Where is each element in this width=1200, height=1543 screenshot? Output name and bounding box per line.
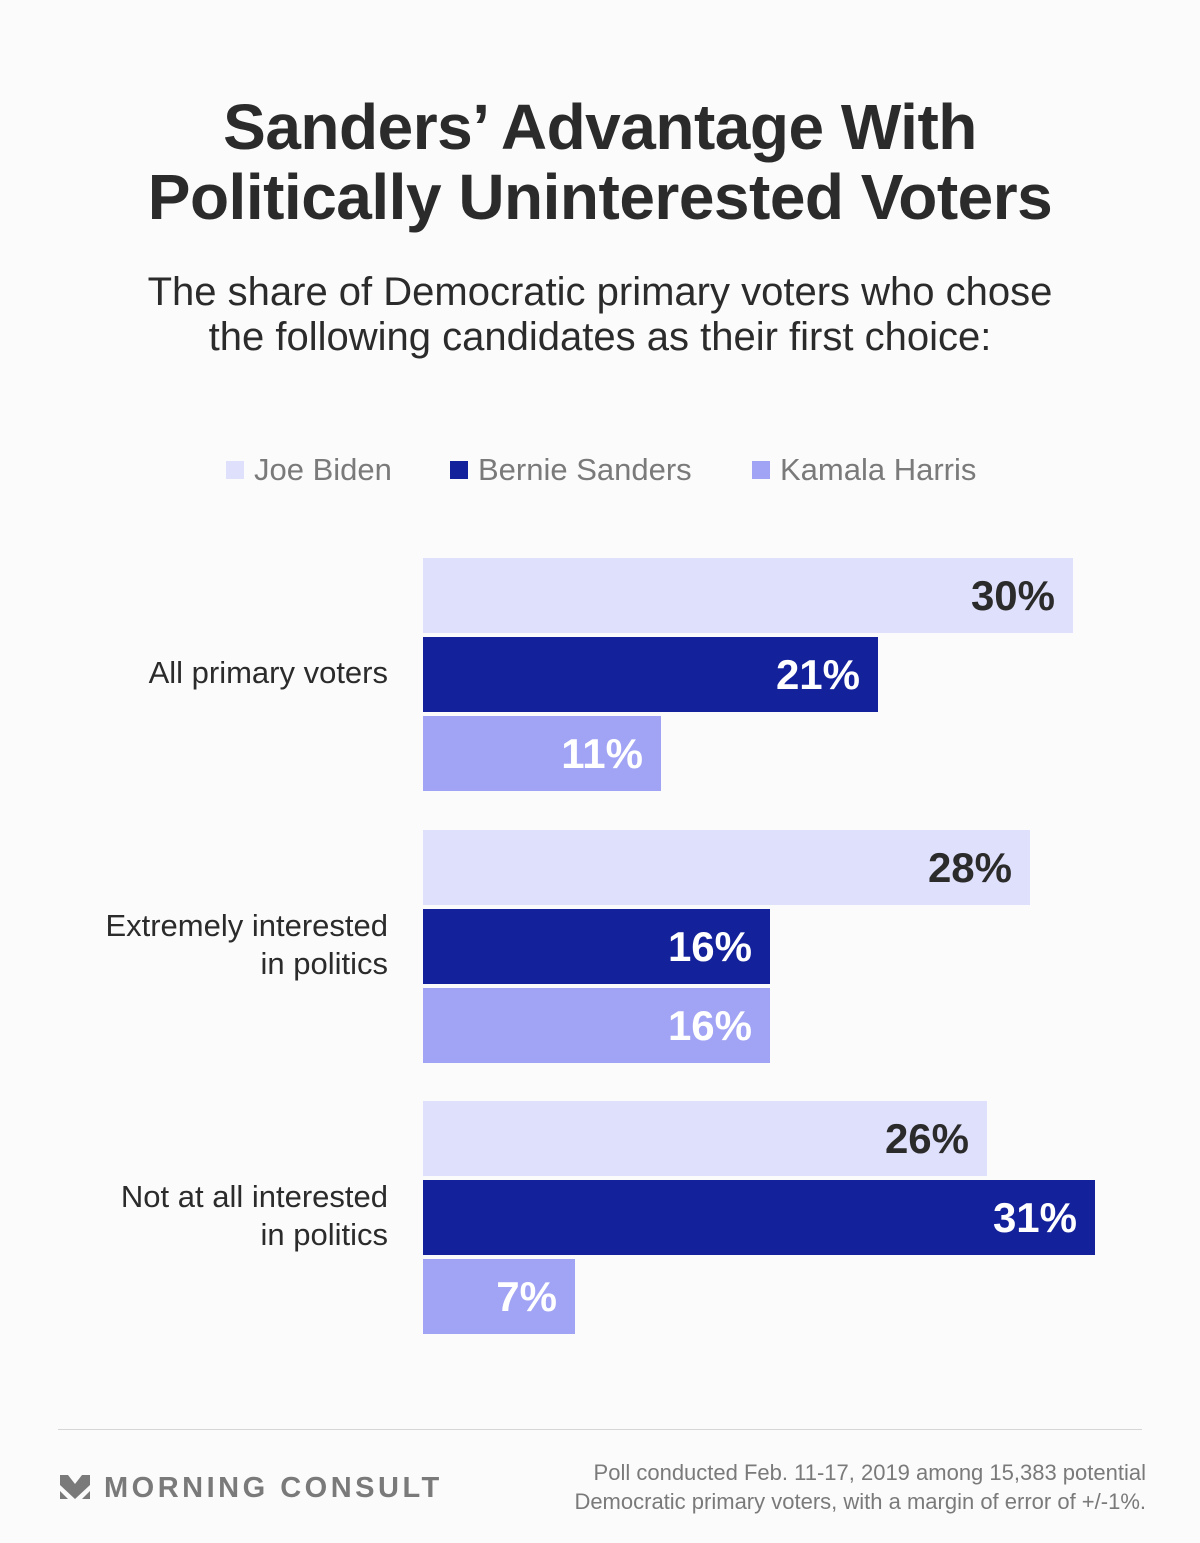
subtitle-line-2: the following candidates as their first … — [208, 315, 992, 359]
bar-bernie-sanders — [423, 909, 770, 984]
bar-joe-biden — [423, 558, 1073, 633]
bar-joe-biden — [423, 830, 1030, 905]
brand-name: MORNING CONSULT — [104, 1472, 443, 1504]
bar-value-label: 31% — [992, 1194, 1077, 1241]
legend-label-biden: Joe Biden — [254, 452, 392, 487]
source-line-1: Poll conducted Feb. 11-17, 2019 among 15… — [593, 1460, 1146, 1485]
chart-title: Sanders’ Advantage With Politically Unin… — [0, 92, 1200, 232]
legend-swatch-sanders — [450, 461, 468, 479]
bar-value-label: 30% — [970, 572, 1055, 619]
bar-value-label: 28% — [927, 844, 1012, 891]
footer-divider — [58, 1429, 1142, 1430]
chart-subtitle: The share of Democratic primary voters w… — [0, 270, 1200, 360]
source-line-2: Democratic primary voters, with a margin… — [574, 1489, 1146, 1514]
bar-value-label: 21% — [775, 651, 860, 698]
legend-swatch-harris — [752, 461, 770, 479]
bar-bernie-sanders — [423, 637, 878, 712]
legend-label-sanders: Bernie Sanders — [478, 452, 692, 487]
source-note: Poll conducted Feb. 11-17, 2019 among 15… — [574, 1458, 1146, 1516]
legend-item-sanders: Bernie Sanders — [450, 450, 692, 490]
legend-label-harris: Kamala Harris — [780, 452, 977, 487]
title-line-2: Politically Uninterested Voters — [147, 161, 1053, 233]
chart-legend: Joe Biden Bernie Sanders Kamala Harris — [0, 450, 1200, 490]
subtitle-line-1: The share of Democratic primary voters w… — [147, 270, 1053, 314]
bar-bernie-sanders — [423, 1180, 1095, 1255]
bar-value-label: 16% — [667, 923, 752, 970]
bar-value-label: 11% — [561, 730, 643, 777]
bar-kamala-harris — [423, 716, 661, 791]
bar-joe-biden — [423, 1101, 987, 1176]
brand-logo: MORNING CONSULT — [60, 1472, 443, 1505]
legend-item-biden: Joe Biden — [226, 450, 392, 490]
bar-value-label: 26% — [884, 1115, 969, 1162]
bar-value-label: 16% — [667, 1002, 752, 1049]
category-label: Extremely interested in politics — [105, 907, 388, 981]
bar-kamala-harris — [423, 1259, 575, 1334]
chevron-m-logo-icon — [60, 1474, 90, 1499]
legend-swatch-biden — [226, 461, 244, 479]
bar-value-label: 7% — [496, 1273, 557, 1320]
title-line-1: Sanders’ Advantage With — [223, 91, 977, 163]
category-label: Not at all interested in politics — [120, 1178, 388, 1252]
category-label: All primary voters — [148, 654, 388, 690]
bar-kamala-harris — [423, 988, 770, 1063]
legend-item-harris: Kamala Harris — [752, 450, 976, 490]
